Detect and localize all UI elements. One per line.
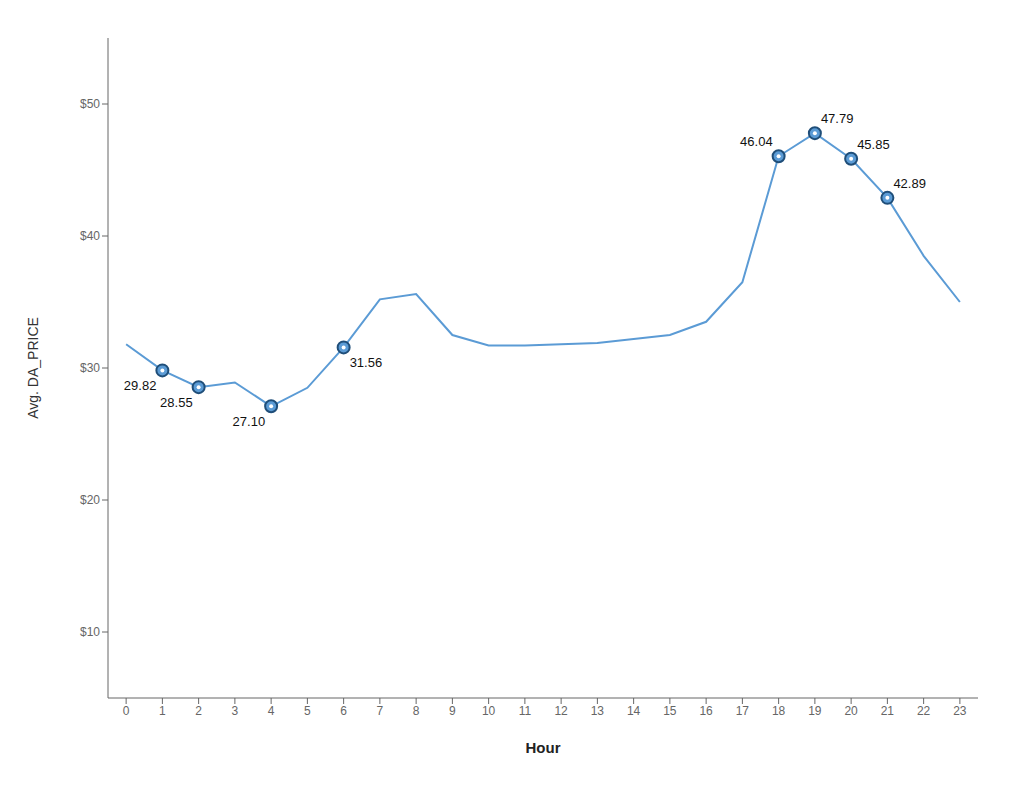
svg-text:16: 16 (699, 704, 713, 718)
svg-text:47.79: 47.79 (821, 111, 854, 126)
svg-text:23: 23 (953, 704, 967, 718)
svg-text:45.85: 45.85 (857, 137, 890, 152)
svg-text:$20: $20 (80, 493, 100, 507)
svg-text:6: 6 (340, 704, 347, 718)
svg-text:10: 10 (482, 704, 496, 718)
svg-text:13: 13 (591, 704, 605, 718)
svg-text:$40: $40 (80, 229, 100, 243)
svg-text:18: 18 (772, 704, 786, 718)
svg-text:3: 3 (232, 704, 239, 718)
svg-text:$50: $50 (80, 97, 100, 111)
svg-text:17: 17 (736, 704, 750, 718)
svg-text:Hour: Hour (526, 739, 561, 756)
svg-text:1: 1 (159, 704, 166, 718)
svg-text:22: 22 (917, 704, 931, 718)
svg-text:14: 14 (627, 704, 641, 718)
svg-text:4: 4 (268, 704, 275, 718)
svg-text:20: 20 (844, 704, 858, 718)
svg-text:27.10: 27.10 (233, 414, 266, 429)
svg-text:29.82: 29.82 (124, 378, 157, 393)
svg-text:11: 11 (519, 704, 532, 718)
svg-text:31.56: 31.56 (350, 355, 383, 370)
svg-text:Avg. DA_PRICE: Avg. DA_PRICE (25, 317, 41, 419)
svg-text:8: 8 (413, 704, 420, 718)
svg-text:46.04: 46.04 (740, 134, 773, 149)
svg-text:15: 15 (663, 704, 677, 718)
svg-text:0: 0 (123, 704, 130, 718)
svg-text:7: 7 (377, 704, 384, 718)
svg-text:12: 12 (554, 704, 568, 718)
svg-text:21: 21 (881, 704, 895, 718)
svg-text:9: 9 (449, 704, 456, 718)
svg-text:19: 19 (808, 704, 822, 718)
svg-text:5: 5 (304, 704, 311, 718)
svg-text:$10: $10 (80, 625, 100, 639)
svg-text:$30: $30 (80, 361, 100, 375)
svg-text:2: 2 (195, 704, 202, 718)
svg-text:28.55: 28.55 (160, 395, 193, 410)
svg-text:42.89: 42.89 (893, 176, 926, 191)
